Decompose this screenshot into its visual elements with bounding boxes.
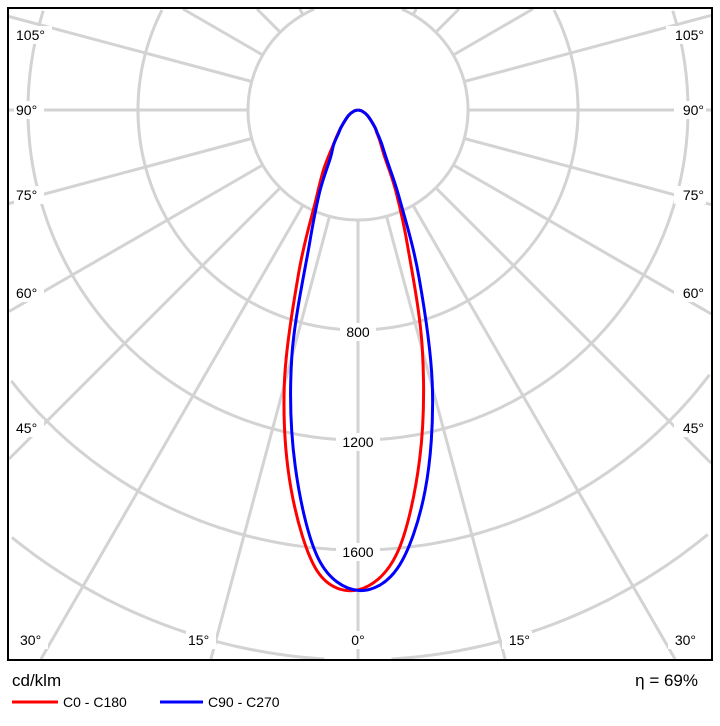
grid-spoke-60: [452, 163, 712, 316]
svg-text:60°: 60°: [683, 285, 704, 301]
unit-label: cd/klm: [12, 671, 61, 690]
angle-label-left-90: 90°: [14, 101, 44, 119]
angle-label-left-15: 15°: [186, 631, 216, 649]
grid-labels: 800 1200 1600 105° 90° 75° 60° 45° 30° 1…: [14, 26, 706, 649]
grid-ring-800: [136, 9, 580, 332]
radial-tick-label-800: 800: [340, 323, 376, 341]
grid-spoke-285: [8, 137, 253, 205]
angle-label-left-30: 30°: [18, 631, 48, 649]
grid-ring-2000: [10, 533, 709, 661]
svg-text:105°: 105°: [16, 27, 45, 43]
svg-text:90°: 90°: [683, 102, 704, 118]
grid-spoke-345: [209, 215, 331, 660]
grid-ring-400: [246, 7, 470, 222]
angle-label-right-15: 15°: [502, 631, 532, 649]
curves: [282, 108, 435, 593]
grid-spoke-315: [7, 186, 282, 461]
svg-text:0°: 0°: [351, 632, 364, 648]
angle-label-right-105: 105°: [666, 26, 706, 44]
angle-label-left-60: 60°: [14, 284, 44, 302]
angle-label-left-105: 105°: [14, 26, 52, 44]
grid-spoke-300: [8, 163, 264, 313]
efficiency-label: η = 69%: [635, 671, 698, 690]
grid-spoke-210: [298, 8, 305, 16]
angle-label-right-75: 75°: [674, 186, 706, 204]
svg-text:105°: 105°: [675, 27, 704, 43]
grid-spoke-45: [434, 186, 713, 465]
grid-spoke-120: [452, 7, 534, 57]
svg-text:60°: 60°: [16, 285, 37, 301]
svg-text:30°: 30°: [20, 632, 41, 648]
grid-spoke-135: [434, 7, 461, 34]
grid-spoke-150: [411, 8, 418, 16]
legend-label-c0-c180: C0 - C180: [63, 694, 127, 710]
svg-text:45°: 45°: [683, 420, 704, 436]
grid-spoke-330: [39, 204, 305, 660]
svg-text:800: 800: [346, 324, 370, 340]
svg-text:90°: 90°: [16, 102, 37, 118]
angle-label-left-45: 45°: [14, 419, 44, 437]
angle-label-right-60: 60°: [674, 284, 706, 302]
svg-text:75°: 75°: [683, 187, 704, 203]
angle-label-right-45: 45°: [674, 419, 706, 437]
grid-spoke-15: [385, 215, 507, 660]
angle-label-right-30: 30°: [668, 631, 698, 649]
angle-label-left-75: 75°: [14, 186, 44, 204]
grid-spoke-30: [411, 204, 677, 660]
angle-label-right-90: 90°: [674, 101, 706, 119]
svg-text:75°: 75°: [16, 187, 37, 203]
grid-spoke-75: [463, 137, 712, 207]
angle-label-zero: 0°: [347, 631, 369, 649]
grid-spoke-240: [182, 7, 264, 57]
legend-label-c90-c270: C90 - C270: [208, 694, 280, 710]
svg-text:15°: 15°: [188, 632, 209, 648]
svg-text:1600: 1600: [342, 544, 373, 560]
radial-tick-label-1200: 1200: [336, 433, 380, 451]
radial-tick-label-1600: 1600: [336, 543, 380, 561]
curve-c90-c270: [289, 108, 435, 593]
grid-spoke-225: [255, 7, 282, 34]
grid-ring-1600: [10, 373, 711, 552]
svg-text:45°: 45°: [16, 420, 37, 436]
svg-text:30°: 30°: [675, 632, 696, 648]
plot-frame: [7, 7, 713, 661]
svg-text:15°: 15°: [509, 632, 530, 648]
legend: C0 - C180 C90 - C270: [12, 694, 280, 710]
svg-text:1200: 1200: [342, 434, 373, 450]
